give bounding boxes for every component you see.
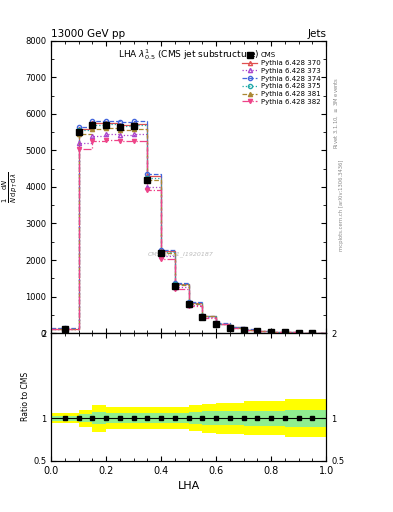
Text: CMS_2021_I1920187: CMS_2021_I1920187 — [147, 251, 213, 257]
Y-axis label: $\frac{1}{N}\frac{\mathrm{d}N}{\mathrm{d}\,p_T\,\mathrm{d}\,\lambda}$: $\frac{1}{N}\frac{\mathrm{d}N}{\mathrm{d… — [0, 171, 20, 203]
Text: LHA $\lambda^{1}_{0.5}$ (CMS jet substructure): LHA $\lambda^{1}_{0.5}$ (CMS jet substru… — [118, 47, 259, 62]
X-axis label: LHA: LHA — [178, 481, 200, 491]
Text: Rivet 3.1.10, $\geq$ 3M events: Rivet 3.1.10, $\geq$ 3M events — [332, 76, 340, 149]
Text: 13000 GeV pp: 13000 GeV pp — [51, 29, 125, 39]
Text: mcplots.cern.ch [arXiv:1306.3436]: mcplots.cern.ch [arXiv:1306.3436] — [339, 159, 344, 250]
Y-axis label: Ratio to CMS: Ratio to CMS — [21, 372, 30, 421]
Text: Jets: Jets — [307, 29, 326, 39]
Legend: CMS, Pythia 6.428 370, Pythia 6.428 373, Pythia 6.428 374, Pythia 6.428 375, Pyt: CMS, Pythia 6.428 370, Pythia 6.428 373,… — [240, 50, 323, 107]
